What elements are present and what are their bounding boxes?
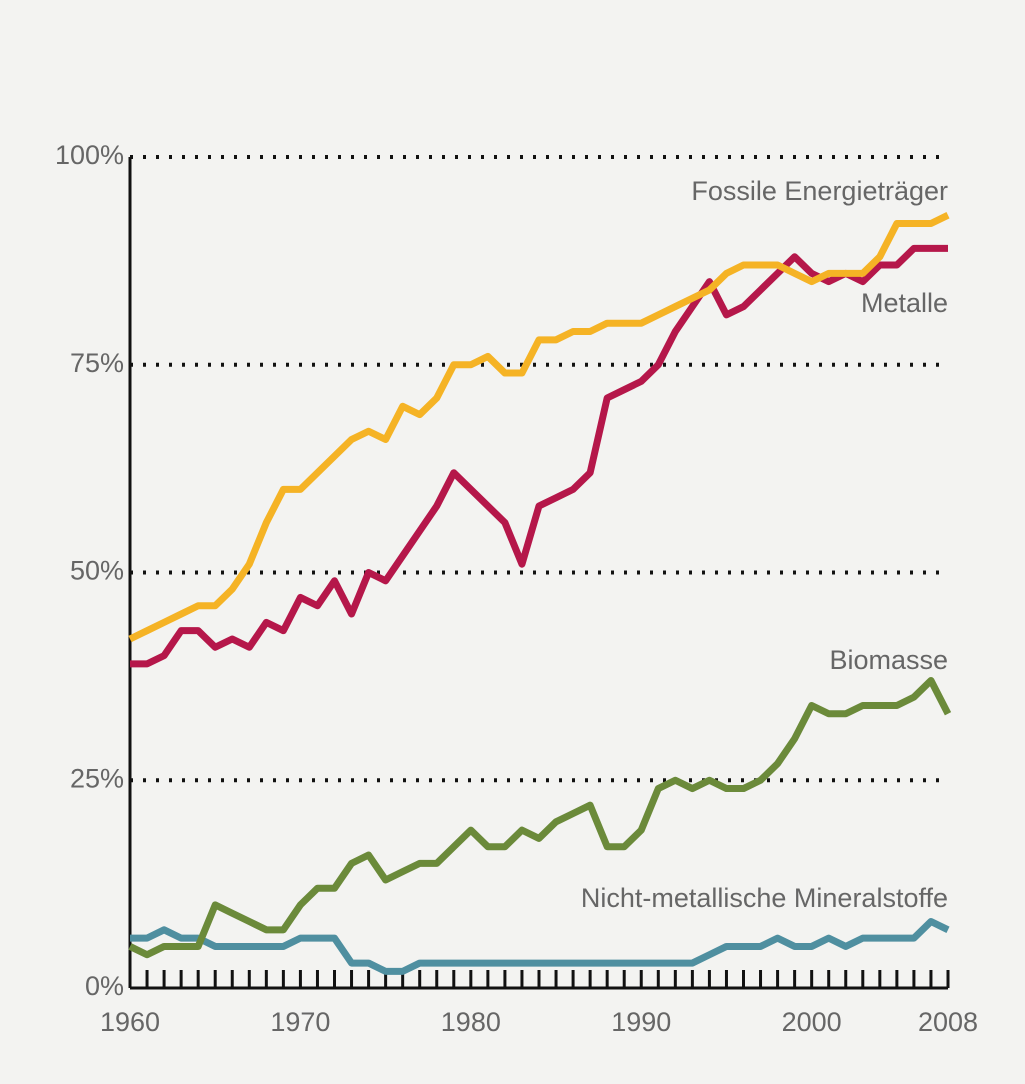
series-label: Metalle: [861, 288, 948, 318]
x-tick-label: 2008: [918, 1007, 978, 1037]
x-tick-label: 1970: [270, 1007, 330, 1037]
series-line: [128, 212, 950, 643]
y-tick-label: 75%: [70, 348, 124, 378]
series-label: Fossile Energieträger: [691, 176, 948, 206]
x-tick-label: 1990: [611, 1007, 671, 1037]
x-tick-label: 1960: [100, 1007, 160, 1037]
x-tick-label: 1980: [441, 1007, 501, 1037]
series-line: [130, 918, 950, 975]
y-tick-label: 100%: [55, 140, 124, 170]
series-label: Nicht-metallische Mineralstoffe: [581, 883, 948, 913]
series-line: [130, 244, 948, 668]
series-line: [128, 677, 952, 959]
series-label: Biomasse: [829, 645, 948, 675]
y-tick-label: 50%: [70, 556, 124, 586]
x-tick-label: 2000: [782, 1007, 842, 1037]
y-tick-label: 0%: [85, 971, 124, 1001]
y-tick-label: 25%: [70, 763, 124, 793]
